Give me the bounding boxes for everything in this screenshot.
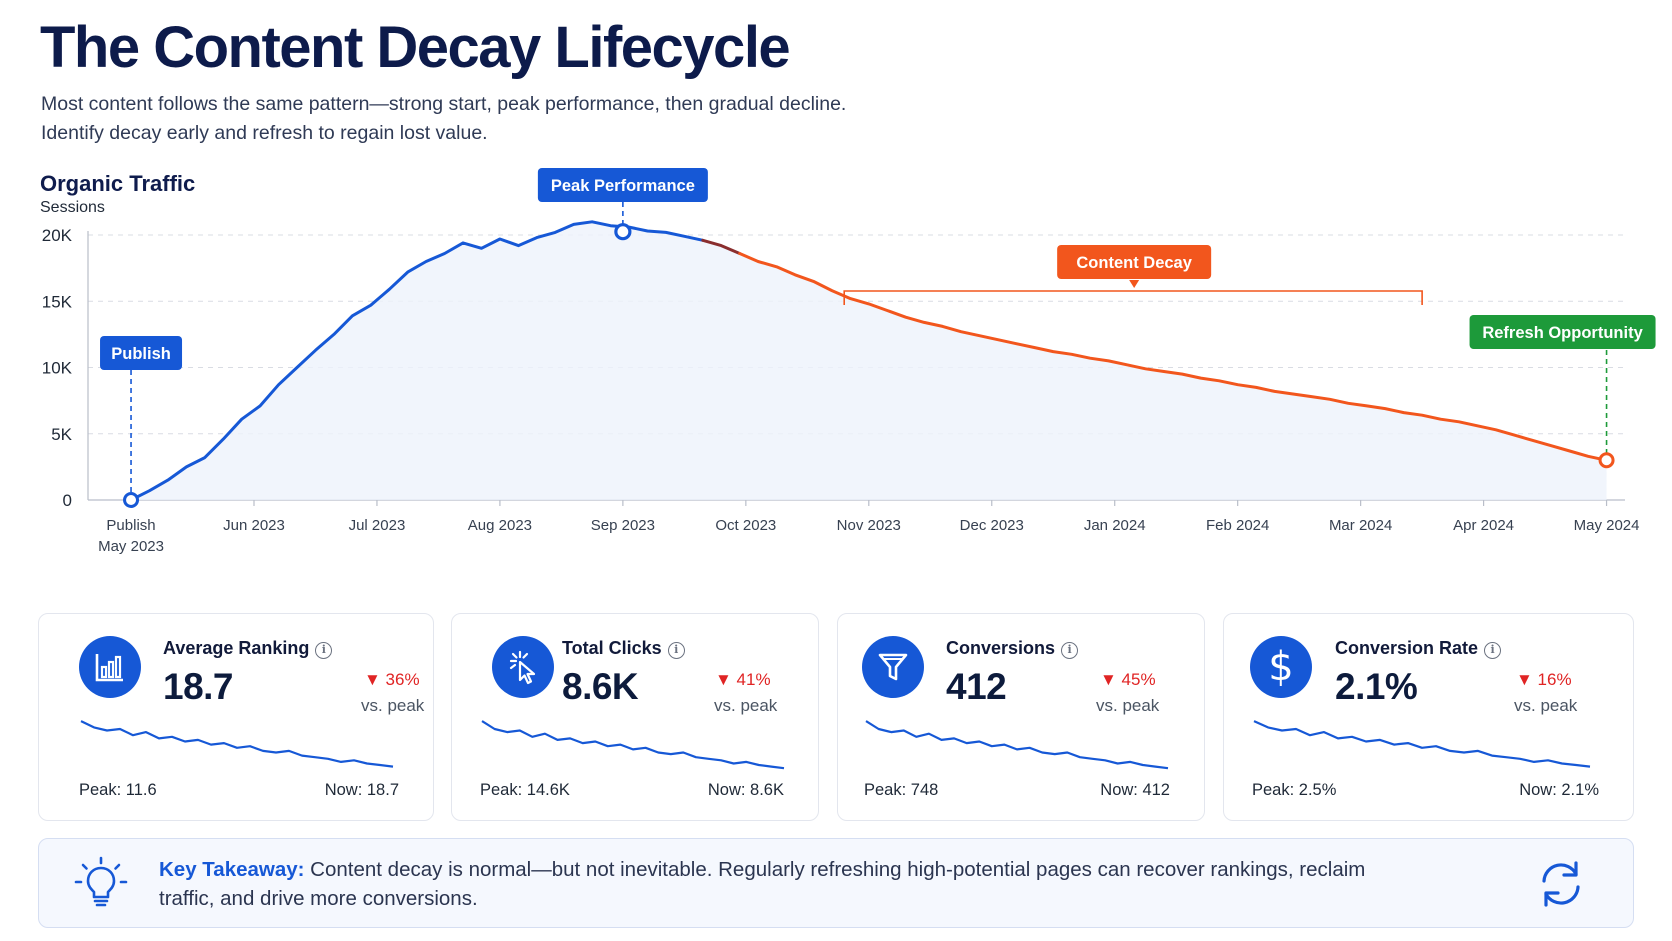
- page-subtitle: Most content follows the same pattern—st…: [41, 90, 941, 148]
- metric-now: Now: 8.6K: [707, 781, 784, 799]
- metric-delta: ▼ 36%: [364, 670, 420, 689]
- decay-annotation-label: Content Decay: [1076, 254, 1192, 272]
- x-tick-label: Sep 2023: [591, 517, 655, 534]
- traffic-line-segment-2: [738, 252, 1609, 462]
- y-tick-label: 0: [63, 491, 72, 510]
- metric-label: Average Ranking i: [163, 638, 333, 659]
- publish-annotation-badge: [100, 336, 183, 370]
- key-takeaway-banner: Key Takeaway: Content decay is normal—bu…: [38, 838, 1634, 928]
- metric-value: 18.7: [163, 666, 234, 707]
- publish-annotation-label: Publish: [111, 345, 171, 363]
- x-tick-label: Mar 2024: [1329, 517, 1392, 534]
- metric-now: Now: 412: [1100, 781, 1170, 799]
- traffic-area: [131, 221, 1607, 501]
- key-takeaway-text: Key Takeaway: Content decay is normal—bu…: [159, 855, 1409, 913]
- metric-peak: Peak: 11.6: [79, 781, 157, 799]
- chart-title: Organic Traffic: [40, 171, 195, 196]
- info-icon[interactable]: i: [667, 642, 685, 659]
- sparkline: [1253, 720, 1591, 768]
- metric-value: 8.6K: [562, 666, 639, 707]
- metric-now: Now: 2.1%: [1519, 781, 1599, 799]
- y-axis-label: Sessions: [40, 199, 105, 216]
- x-tick-label: Publish: [106, 517, 155, 534]
- peak-annotation-badge: [537, 168, 708, 202]
- sparkline: [80, 720, 394, 768]
- metric-card-average-ranking: Average Ranking i 18.7 ▼ 36% vs. peak Pea…: [38, 613, 434, 821]
- funnel-icon: [862, 636, 924, 698]
- metric-card-conversions: Conversions i 412 ▼ 45% vs. peak Peak: 74…: [837, 613, 1205, 821]
- metric-delta-caption: vs. peak: [361, 696, 425, 715]
- peak-annotation-label: Peak Performance: [551, 177, 695, 195]
- peak-marker: [614, 223, 632, 241]
- metric-value: 412: [946, 666, 1007, 707]
- x-tick-label: Aug 2023: [468, 517, 532, 534]
- metric-label: Total Clicks i: [562, 638, 685, 659]
- refresh-icon[interactable]: [1534, 857, 1588, 911]
- metric-card-conversion-rate: $ Conversion Rate i 2.1% ▼ 16% vs. peak P…: [1223, 613, 1634, 821]
- traffic-line-segment-1: [701, 238, 742, 255]
- info-icon[interactable]: i: [315, 642, 333, 659]
- metric-card-total-clicks: Total Clicks i 8.6K ▼ 41% vs. peak Peak: …: [451, 613, 819, 821]
- bar-chart-icon: [79, 636, 141, 698]
- decay-bracket: [843, 290, 1423, 305]
- x-tick-label: Feb 2024: [1206, 517, 1269, 534]
- x-tick-label: May 2023: [98, 538, 164, 555]
- info-icon[interactable]: i: [1484, 642, 1502, 659]
- key-takeaway-body: Content decay is normal—but not inevitab…: [159, 858, 1366, 910]
- metric-delta-caption: vs. peak: [1096, 696, 1160, 715]
- x-tick-label: May 2024: [1574, 517, 1640, 534]
- info-icon[interactable]: i: [1061, 642, 1079, 659]
- refresh-marker: [1598, 452, 1615, 469]
- x-tick-label: Apr 2024: [1453, 517, 1514, 534]
- x-tick-label: Nov 2023: [837, 517, 901, 534]
- metric-peak: Peak: 748: [864, 781, 939, 799]
- x-tick-label: Jul 2023: [349, 517, 406, 534]
- page-title: The Content Decay Lifecycle: [40, 15, 791, 80]
- sparkline-path: [865, 720, 1169, 770]
- metric-delta: ▼ 41%: [715, 670, 771, 689]
- metric-now: Now: 18.7: [324, 781, 399, 799]
- metric-delta: ▼ 45%: [1100, 670, 1156, 689]
- y-tick-label: 10K: [42, 359, 73, 378]
- x-tick-label: Jun 2023: [223, 517, 285, 534]
- metric-delta-caption: vs. peak: [714, 696, 778, 715]
- x-tick-label: Oct 2023: [715, 517, 776, 534]
- y-tick-label: 5K: [51, 425, 72, 444]
- subtitle-line-1: Most content follows the same pattern—st…: [41, 93, 847, 115]
- refresh-annotation-badge: [1469, 315, 1656, 349]
- y-tick-label: 20K: [42, 226, 73, 245]
- x-tick-label: Dec 2023: [960, 517, 1024, 534]
- metric-label: Conversions i: [946, 638, 1079, 659]
- dollar-icon: $: [1250, 636, 1312, 698]
- y-tick-label: 15K: [42, 292, 73, 311]
- sparkline-path: [80, 720, 394, 768]
- metric-peak: Peak: 2.5%: [1252, 781, 1337, 799]
- traffic-line-segment-0: [129, 220, 705, 502]
- key-takeaway-label: Key Takeaway:: [159, 858, 305, 881]
- decay-pointer: [1129, 280, 1140, 288]
- sparkline-path: [481, 720, 785, 770]
- refresh-annotation-label: Refresh Opportunity: [1482, 324, 1643, 342]
- sparkline: [865, 720, 1169, 770]
- x-tick-label: Jan 2024: [1084, 517, 1146, 534]
- decay-annotation-badge: [1057, 245, 1212, 279]
- metric-peak: Peak: 14.6K: [480, 781, 570, 799]
- metric-value: 2.1%: [1335, 666, 1418, 707]
- lightbulb-icon: [74, 856, 128, 907]
- publish-marker: [123, 492, 140, 508]
- metric-label: Conversion Rate i: [1335, 638, 1502, 659]
- organic-traffic-chart: Organic Traffic Sessions 0 5K 10K 15K 20K Publi…: [40, 168, 1656, 555]
- metric-delta-caption: vs. peak: [1514, 696, 1578, 715]
- sparkline: [481, 720, 785, 770]
- metric-delta: ▼ 16%: [1516, 670, 1572, 689]
- subtitle-line-2: Identify decay early and refresh to rega…: [41, 122, 488, 144]
- sparkline-path: [1253, 720, 1591, 768]
- click-icon: [492, 636, 554, 698]
